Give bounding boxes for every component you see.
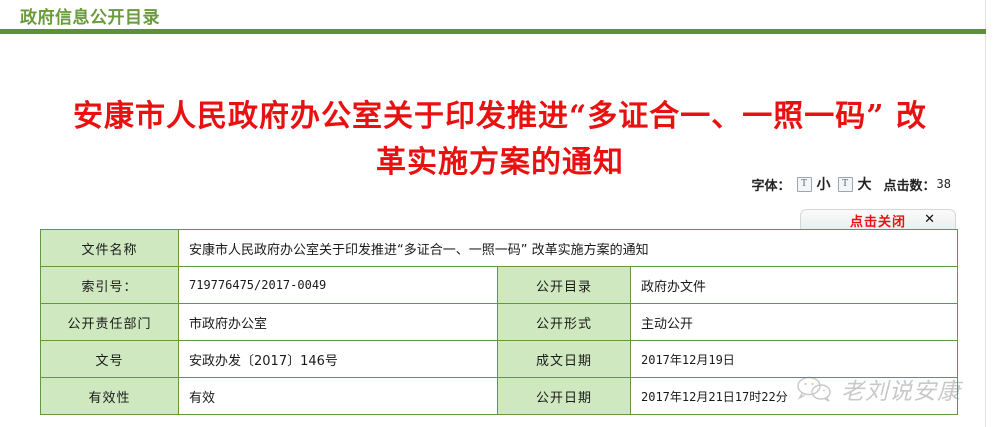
hit-count-label: 点击数：: [883, 178, 936, 194]
table-row: 索引号： 719776475/2017-0049 公开目录 政府办文件: [40, 266, 958, 304]
table-row: 文件名称 安康市人民政府办公室关于印发推进“多证合一、一照一码” 改革实施方案的…: [40, 229, 958, 267]
font-size-small-button[interactable]: 小: [816, 177, 831, 193]
row-value-public-catalog: 政府办文件: [630, 266, 958, 304]
row-value-responsible-dept: 市政府办公室: [178, 303, 498, 341]
row-value-validity: 有效: [178, 377, 498, 415]
page-title: 安康市人民政府办公室关于印发推进“多证合一、一照一码” 改革实施方案的通知: [73, 99, 927, 181]
row-label-written-date: 成文日期: [497, 340, 631, 378]
row-value-written-date: 2017年12月19日: [630, 340, 958, 378]
hit-count-value: 38: [936, 177, 951, 191]
meta-bar: 字体： 小 大 点击数： 38: [752, 174, 951, 194]
header-divider: [0, 29, 986, 34]
font-size-large-button[interactable]: 大: [857, 177, 872, 193]
text-size-small-icon[interactable]: [796, 176, 812, 192]
row-value-file-name: 安康市人民政府办公室关于印发推进“多证合一、一照一码” 改革实施方案的通知: [178, 229, 958, 267]
row-label-publish-date: 公开日期: [497, 377, 631, 415]
font-size-label: 字体：: [751, 178, 791, 194]
close-tab-label[interactable]: 点击关闭: [849, 214, 906, 230]
row-label-file-name: 文件名称: [40, 229, 179, 267]
row-label-disclosure-form: 公开形式: [497, 303, 631, 341]
row-label-index-number: 索引号：: [40, 266, 179, 304]
row-value-disclosure-form: 主动公开: [630, 303, 958, 341]
site-header-title: 政府信息公开目录: [20, 8, 160, 28]
row-value-publish-date: 2017年12月21日17时22分: [630, 377, 958, 415]
row-label-public-catalog: 公开目录: [497, 266, 631, 304]
site-header: 政府信息公开目录: [0, 0, 986, 31]
row-label-document-number: 文号: [40, 340, 179, 378]
table-row: 文号 安政办发〔2017〕146号 成文日期 2017年12月19日: [40, 340, 958, 378]
document-info-table: 文件名称 安康市人民政府办公室关于印发推进“多证合一、一照一码” 改革实施方案的…: [40, 229, 958, 415]
close-tab[interactable]: 点击关闭 ✕: [800, 209, 956, 230]
table-row: 公开责任部门 市政府办公室 公开形式 主动公开: [40, 303, 958, 341]
text-size-large-icon[interactable]: [837, 176, 853, 192]
row-label-validity: 有效性: [40, 377, 179, 415]
table-row: 有效性 有效 公开日期 2017年12月21日17时22分: [40, 377, 958, 415]
row-label-responsible-dept: 公开责任部门: [40, 303, 179, 341]
row-value-index-number: 719776475/2017-0049: [178, 266, 498, 304]
close-icon[interactable]: ✕: [924, 212, 935, 227]
row-value-document-number: 安政办发〔2017〕146号: [178, 340, 498, 378]
